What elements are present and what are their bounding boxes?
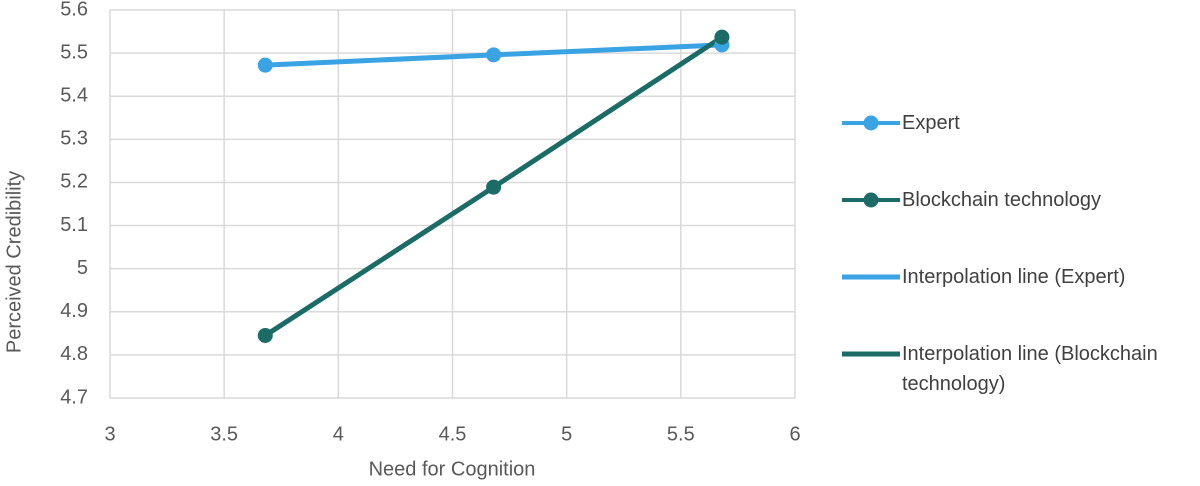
marker	[486, 47, 502, 63]
y-tick-label: 5.4	[60, 85, 88, 107]
y-tick-label: 5.2	[60, 171, 88, 193]
y-tick-label: 4.7	[60, 386, 88, 408]
legend-item: Interpolation line (Blockchain technolog…	[840, 339, 1180, 399]
x-tick-label: 4.5	[439, 423, 467, 445]
x-tick-label: 4	[333, 423, 344, 445]
legend-swatch	[842, 351, 900, 357]
legend-marker	[863, 115, 879, 131]
x-tick-label: 5	[561, 423, 572, 445]
y-axis-title: Perceived Credibility	[3, 171, 25, 353]
x-axis-title: Need for Cognition	[369, 458, 536, 480]
legend-item: Blockchain technology	[840, 185, 1180, 215]
y-tick-label: 5.3	[60, 128, 88, 150]
legend-item: Expert	[840, 108, 1180, 138]
legend-label: Interpolation line (Blockchain technolog…	[902, 343, 1158, 395]
chart: Perceived Credibility Need for Cognition…	[3, 0, 800, 480]
legend-swatch	[842, 115, 900, 131]
marker	[257, 57, 273, 73]
y-tick-label: 4.9	[60, 300, 88, 322]
legend-label: Interpolation line (Expert)	[902, 266, 1126, 288]
marker	[714, 29, 730, 45]
legend-marker	[863, 192, 879, 208]
y-tick-label: 4.8	[60, 343, 88, 365]
marker	[486, 179, 502, 195]
x-tick-label: 3	[104, 423, 115, 445]
legend-label: Blockchain technology	[902, 189, 1102, 211]
y-tick-label: 5.5	[60, 41, 88, 63]
y-tick-label: 5	[77, 257, 88, 279]
legend-swatch	[842, 192, 900, 208]
marker	[257, 327, 273, 343]
legend-label: Expert	[902, 112, 960, 134]
x-tick-label: 6	[789, 423, 800, 445]
y-tick-label: 5.1	[60, 214, 88, 236]
legend-swatch	[842, 274, 900, 280]
x-tick-label: 3.5	[210, 423, 238, 445]
legend-item: Interpolation line (Expert)	[840, 262, 1180, 292]
x-tick-label: 5.5	[667, 423, 695, 445]
y-tick-label: 5.6	[60, 0, 88, 20]
